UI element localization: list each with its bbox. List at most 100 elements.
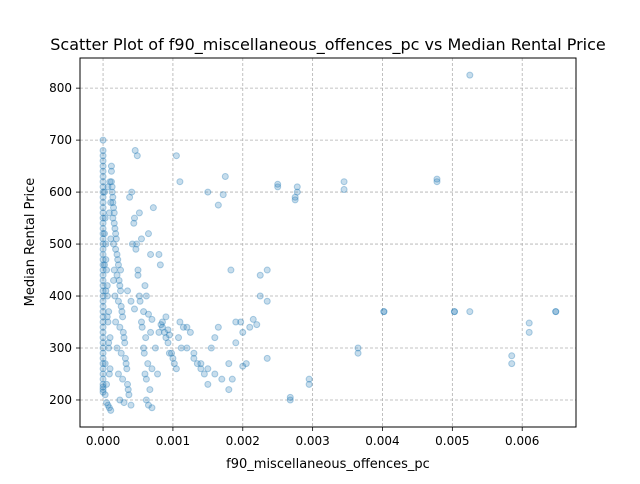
data-point <box>99 318 107 326</box>
data-point <box>204 380 212 388</box>
x-tick-label: 0.006 <box>505 434 539 448</box>
data-point <box>107 198 115 206</box>
data-point <box>136 297 144 305</box>
data-point <box>113 271 121 279</box>
data-point <box>179 323 187 331</box>
data-point <box>263 266 271 274</box>
data-point <box>157 321 165 329</box>
data-point <box>450 308 458 316</box>
data-point <box>99 256 107 264</box>
data-point <box>525 319 533 327</box>
data-point <box>190 349 198 357</box>
data-point <box>142 334 150 342</box>
data-point <box>380 308 388 316</box>
data-point <box>183 344 191 352</box>
data-point <box>99 162 107 170</box>
data-point <box>107 162 115 170</box>
data-point <box>214 201 222 209</box>
data-point <box>552 308 560 316</box>
data-point <box>141 370 149 378</box>
data-point <box>99 323 107 331</box>
data-point <box>99 204 107 212</box>
data-point <box>305 375 313 383</box>
data-point <box>100 261 108 269</box>
data-point <box>239 362 247 370</box>
x-tick-label: 0.001 <box>156 434 190 448</box>
data-point <box>99 354 107 362</box>
data-point <box>197 365 205 373</box>
y-tick-label: 300 <box>49 341 72 355</box>
data-point <box>105 404 113 412</box>
data-point <box>122 360 130 368</box>
data-point <box>221 172 229 180</box>
data-point <box>99 266 107 274</box>
data-point <box>99 240 107 248</box>
data-point <box>117 302 125 310</box>
data-point <box>197 360 205 368</box>
data-point <box>99 230 107 238</box>
data-point <box>140 308 148 316</box>
data-point <box>242 360 250 368</box>
y-tick-label: 200 <box>49 393 72 407</box>
data-point <box>108 188 116 196</box>
data-point <box>105 370 113 378</box>
data-point <box>111 224 119 232</box>
data-point <box>103 313 111 321</box>
data-point <box>293 183 301 191</box>
data-point <box>137 235 145 243</box>
y-tick-label: 700 <box>49 133 72 147</box>
data-point <box>110 204 118 212</box>
points-layer <box>99 71 560 414</box>
data-point <box>237 318 245 326</box>
data-point <box>107 178 115 186</box>
data-point <box>99 224 107 232</box>
y-axis-label: Median Rental Price <box>23 178 38 307</box>
data-point <box>190 354 198 362</box>
data-point <box>115 276 123 284</box>
data-point <box>340 185 348 193</box>
data-point <box>99 308 107 316</box>
data-point <box>99 178 107 186</box>
data-point <box>119 375 127 383</box>
data-point <box>433 178 441 186</box>
data-point <box>218 375 226 383</box>
data-point <box>232 318 240 326</box>
data-point <box>131 147 139 155</box>
data-point <box>219 191 227 199</box>
data-point <box>100 230 108 238</box>
data-point <box>99 183 107 191</box>
data-point <box>117 287 125 295</box>
data-point <box>148 315 156 323</box>
data-point <box>124 380 132 388</box>
data-point <box>102 240 110 248</box>
plot-frame <box>79 57 577 428</box>
data-point <box>130 214 138 222</box>
data-point <box>172 365 180 373</box>
data-point <box>133 152 141 160</box>
data-point <box>140 349 148 357</box>
data-point <box>128 240 136 248</box>
data-point <box>132 245 140 253</box>
data-point <box>99 209 107 217</box>
data-point <box>121 354 129 362</box>
data-point <box>112 230 120 238</box>
data-point <box>148 404 156 412</box>
data-point <box>107 167 115 175</box>
y-tick-label: 800 <box>49 81 72 95</box>
data-point <box>114 256 122 264</box>
data-point <box>450 308 458 316</box>
x-tick-label: 0.002 <box>226 434 260 448</box>
data-point <box>99 388 107 396</box>
data-point <box>158 323 166 331</box>
data-point <box>99 383 107 391</box>
data-point <box>105 308 113 316</box>
data-point <box>118 308 126 316</box>
data-point <box>168 349 176 357</box>
data-point <box>101 391 109 399</box>
data-point <box>106 365 114 373</box>
data-point <box>286 393 294 401</box>
data-point <box>135 209 143 217</box>
data-point <box>99 245 107 253</box>
data-point <box>263 354 271 362</box>
